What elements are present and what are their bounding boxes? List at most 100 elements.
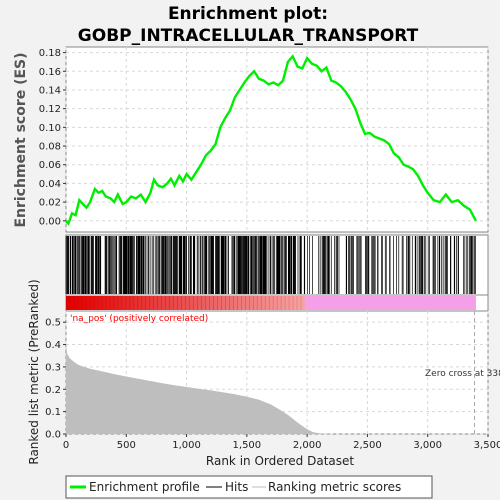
color-bar-positive-segment (94, 296, 98, 310)
color-bar-positive-segment (126, 296, 130, 310)
color-bar-positive-segment (82, 296, 86, 310)
color-bar-positive-segment (142, 296, 146, 310)
x-ticks: 0 500 1,000 1,500 2,000 2,500 3,000 3,500 (63, 434, 500, 451)
color-bar-positive-segment (66, 296, 70, 310)
metric-y-tick-label: 0.3 (45, 362, 61, 373)
metric-y-tick-label: 0.0 (45, 430, 61, 441)
metric-y-ticks: 0.0 0.1 0.2 0.3 0.4 0.5 (45, 318, 66, 441)
x-tick-label: 500 (117, 440, 136, 451)
metric-y-tick-label: 0.4 (45, 340, 61, 351)
metric-y-tick-label: 0.2 (45, 385, 61, 396)
color-bar-positive-segment (265, 296, 269, 310)
x-tick-label: 1,000 (172, 440, 201, 451)
color-bar-positive-segment (110, 296, 114, 310)
x-tick-label: 3,000 (413, 440, 442, 451)
color-bar-positive-segment (86, 296, 90, 310)
color-bar-positive-segment (229, 296, 233, 310)
color-bar-positive-segment (233, 296, 237, 310)
color-bar-positive-segment (74, 296, 78, 310)
color-bar-positive-segment (293, 296, 297, 310)
es-y-tick-label: 0.12 (39, 104, 61, 115)
color-bar-positive-segment (102, 296, 106, 310)
legend-label-enrichment: Enrichment profile (89, 480, 200, 494)
color-bar-positive-segment (122, 296, 126, 310)
chart-title-line1: Enrichment plot: (168, 4, 328, 24)
legend-label-hits: Hits (225, 480, 248, 494)
color-bar-positive-segment (297, 296, 301, 310)
x-tick-label: 2,000 (293, 440, 322, 451)
color-bar-positive-segment (161, 296, 165, 310)
color-bar-positive-segment (217, 296, 221, 310)
es-y-tick-label: 0.04 (39, 179, 61, 190)
color-bar-positive-segment (253, 296, 257, 310)
color-bar-positive-segment (225, 296, 229, 310)
color-bar-positive-segment (114, 296, 118, 310)
es-y-tick-label: 0.14 (39, 85, 61, 96)
color-bar-positive-segment (281, 296, 285, 310)
color-bar-positive-segment (209, 296, 213, 310)
color-bar-positive-segment (201, 296, 205, 310)
es-y-tick-label: 0.16 (39, 67, 61, 78)
color-bar-positive-segment (130, 296, 134, 310)
x-tick-label: 2,500 (353, 440, 382, 451)
color-bar-positive-segment (158, 296, 162, 310)
metric-y-tick-label: 0.5 (45, 318, 61, 329)
chart-title-line2: GOBP_INTRACELLULAR_TRANSPORT (78, 26, 419, 46)
es-y-tick-label: 0.00 (39, 216, 61, 227)
metric-y-tick-label: 0.1 (45, 407, 61, 418)
color-bar-positive-segment (289, 296, 293, 310)
es-y-tick-label: 0.08 (39, 142, 61, 153)
color-bar-positive-segment (106, 296, 110, 310)
color-bar-positive-segment (173, 296, 177, 310)
x-tick-label: 1,500 (233, 440, 262, 451)
es-y-ticks: 0.00 0.02 0.04 0.06 0.08 0.10 0.12 0.14 0.16 0.18 (39, 48, 66, 227)
color-bar-positive-segment (257, 296, 261, 310)
color-bar-positive-segment (193, 296, 197, 310)
positive-correlation-label: 'na_pos' (positively correlated) (70, 314, 208, 324)
color-bar-positive-segment (189, 296, 193, 310)
legend-label-metric: Ranking metric scores (268, 480, 401, 494)
color-bar-positive-segment (237, 296, 241, 310)
hits-panel (66, 235, 488, 295)
x-tick-label: 0 (63, 440, 69, 451)
metric-y-axis-label: Ranked list metric (PreRanked) (27, 279, 41, 464)
color-bar-positive-segment (118, 296, 122, 310)
rank-color-bar (66, 295, 488, 311)
color-bar-positive-segment (285, 296, 289, 310)
x-tick-label: 3,500 (474, 440, 500, 451)
color-bar-positive-segment (78, 296, 82, 310)
es-y-tick-label: 0.02 (39, 198, 61, 209)
color-bar-positive-segment (213, 296, 217, 310)
es-y-tick-label: 0.10 (39, 123, 61, 134)
legend: Enrichment profile Hits Ranking metric s… (66, 476, 432, 498)
es-y-axis-label: Enrichment score (ES) (13, 52, 29, 227)
x-axis-label: Rank in Ordered Dataset (206, 454, 354, 468)
color-bar-positive-segment (150, 296, 154, 310)
color-bar-positive-segment (146, 296, 150, 310)
color-bar-positive-segment (169, 296, 173, 310)
color-bar-positive-segment (138, 296, 142, 310)
es-plot-area (66, 47, 488, 232)
color-bar-positive-segment (205, 296, 209, 310)
color-bar-positive-segment (197, 296, 201, 310)
zero-cross-label: Zero cross at 3388 (425, 369, 500, 379)
color-bar-positive-segment (241, 296, 245, 310)
color-bar-positive-segment (273, 296, 277, 310)
color-bar-positive-segment (177, 296, 181, 310)
color-bar-positive-segment (245, 296, 249, 310)
es-y-tick-label: 0.06 (39, 160, 61, 171)
color-bar-positive-segment (269, 296, 273, 310)
color-bar-positive-segment (277, 296, 281, 310)
color-bar-positive-segment (221, 296, 225, 310)
color-bar-positive-segment (181, 296, 185, 310)
color-bar-positive-segment (154, 296, 158, 310)
color-bar-positive-segment (165, 296, 169, 310)
es-panel: 0.00 0.02 0.04 0.06 0.08 0.10 0.12 0.14 0.16 0.18… (13, 47, 488, 232)
color-bar-positive-segment (134, 296, 138, 310)
color-bar-positive-segment (185, 296, 189, 310)
color-bar-positive-segment (70, 296, 74, 310)
color-bar-segments (66, 296, 476, 310)
color-bar-positive-segment (261, 296, 265, 310)
color-bar-positive-segment (249, 296, 253, 310)
